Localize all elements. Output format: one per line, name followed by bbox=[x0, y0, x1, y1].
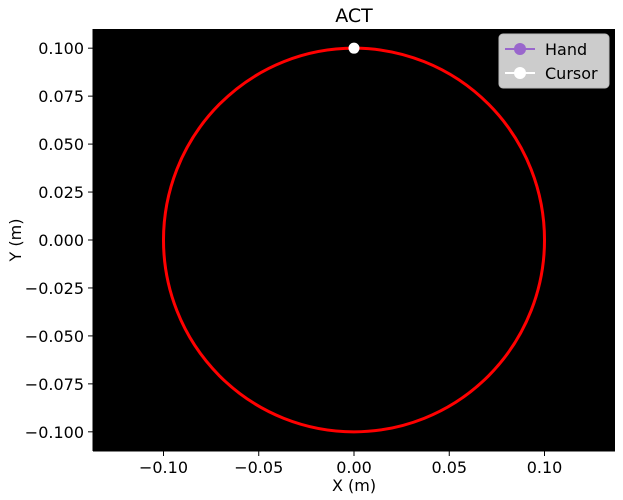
legend-label-cursor: Cursor bbox=[545, 64, 598, 83]
x-tick-label: 0.05 bbox=[431, 458, 467, 477]
y-axis: 0.100 0.075 0.050 0.025 0.000 −0.025 −0.050 −0.… bbox=[25, 29, 94, 451]
chart-title: ACT bbox=[335, 5, 373, 27]
x-tick-label: 0.00 bbox=[336, 458, 372, 477]
x-axis: −0.10 −0.05 0.00 0.05 0.10 bbox=[93, 450, 615, 477]
legend-label-hand: Hand bbox=[545, 40, 587, 59]
y-tick-label: −0.050 bbox=[25, 327, 84, 346]
cursor-point bbox=[348, 42, 360, 54]
x-tick-label: −0.10 bbox=[139, 458, 188, 477]
x-axis-label: X (m) bbox=[332, 476, 376, 495]
legend-marker-hand bbox=[514, 43, 526, 55]
y-axis-label: Y (m) bbox=[6, 219, 25, 263]
y-tick-label: 0.050 bbox=[38, 135, 84, 154]
y-tick-label: −0.100 bbox=[25, 423, 84, 442]
plot-area bbox=[93, 29, 615, 451]
y-tick-label: −0.075 bbox=[25, 375, 84, 394]
y-tick-label: 0.075 bbox=[38, 87, 84, 106]
marker-layer bbox=[348, 42, 360, 54]
x-tick-label: 0.10 bbox=[527, 458, 563, 477]
legend: Hand Cursor bbox=[498, 33, 610, 89]
y-tick-label: 0.000 bbox=[38, 231, 84, 250]
legend-box bbox=[498, 33, 610, 89]
y-tick-label: −0.025 bbox=[25, 279, 84, 298]
x-tick-label: −0.05 bbox=[234, 458, 283, 477]
legend-entries: Hand Cursor bbox=[505, 40, 598, 83]
y-tick-label: 0.025 bbox=[38, 183, 84, 202]
legend-marker-cursor bbox=[514, 67, 526, 79]
y-tick-label: 0.100 bbox=[38, 39, 84, 58]
